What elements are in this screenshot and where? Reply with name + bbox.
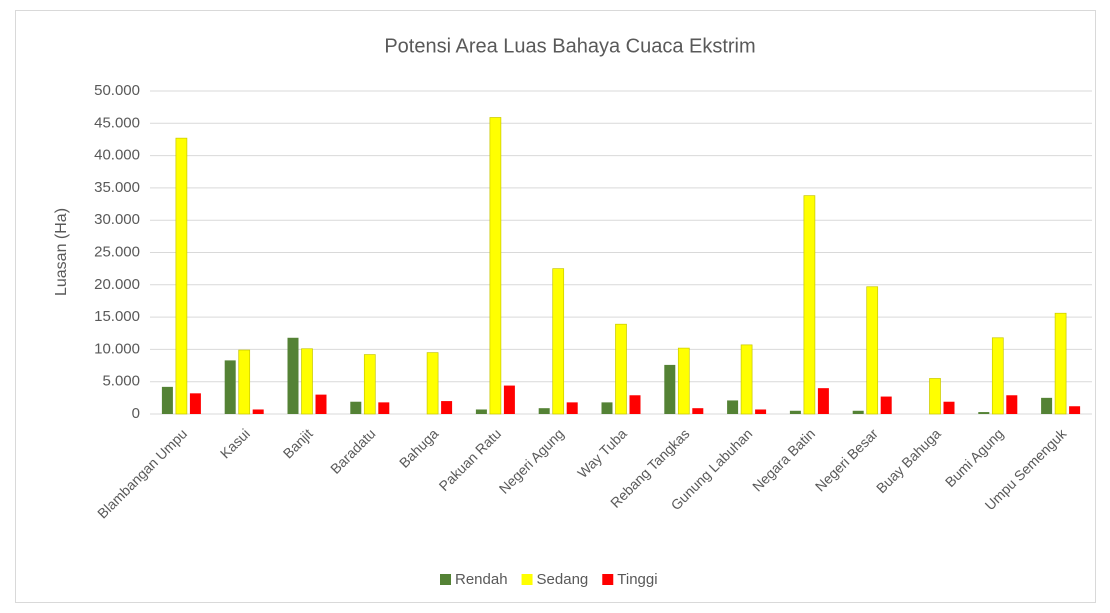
legend-swatch xyxy=(521,574,533,585)
bar xyxy=(601,402,613,414)
bar xyxy=(1054,312,1067,415)
bar xyxy=(1041,397,1053,414)
bar xyxy=(363,354,376,415)
bar xyxy=(866,286,879,415)
y-tick-label: 50.000 xyxy=(94,82,140,99)
y-tick-label: 0 xyxy=(132,405,140,422)
bar xyxy=(441,401,453,414)
bar xyxy=(692,408,704,414)
bar xyxy=(378,402,390,414)
bar xyxy=(664,364,676,414)
bar xyxy=(566,402,578,414)
bar xyxy=(929,378,941,415)
bar xyxy=(880,396,892,414)
legend-label: Rendah xyxy=(455,571,508,588)
legend-label: Sedang xyxy=(537,571,589,588)
bar xyxy=(615,323,627,415)
bar xyxy=(1006,395,1018,414)
bar xyxy=(852,410,864,414)
y-tick-label: 15.000 xyxy=(94,308,140,325)
bar xyxy=(287,337,299,414)
bar xyxy=(503,385,515,414)
y-axis-label: Luasan (Ha) xyxy=(53,208,70,296)
y-tick-label: 35.000 xyxy=(94,179,140,196)
bar xyxy=(677,347,690,415)
bar xyxy=(538,408,550,414)
bar xyxy=(755,409,767,414)
legend-swatch xyxy=(440,574,451,585)
bar xyxy=(189,393,201,414)
bar xyxy=(350,401,362,414)
bar xyxy=(475,409,487,414)
bar xyxy=(629,395,641,414)
bar xyxy=(943,401,955,414)
bar xyxy=(315,394,327,414)
bar xyxy=(740,344,753,415)
y-tick-label: 40.000 xyxy=(94,147,140,164)
bar xyxy=(789,410,801,414)
bar xyxy=(727,400,739,414)
bar xyxy=(161,386,173,414)
bar xyxy=(1069,406,1081,414)
legend-swatch xyxy=(602,574,614,585)
bar xyxy=(175,137,188,415)
y-tick-label: 45.000 xyxy=(94,114,140,131)
legend-label: Tinggi xyxy=(617,571,657,588)
bar xyxy=(301,348,313,415)
y-tick-label: 10.000 xyxy=(94,340,140,357)
bar xyxy=(991,337,1004,415)
y-tick-label: 5.000 xyxy=(102,373,140,390)
bar xyxy=(489,117,502,415)
bar xyxy=(224,360,236,414)
chart-title: Potensi Area Luas Bahaya Cuaca Ekstrim xyxy=(384,35,755,57)
bar xyxy=(252,409,264,414)
bar xyxy=(978,412,990,414)
y-tick-label: 20.000 xyxy=(94,276,140,293)
bar xyxy=(426,352,439,415)
bar xyxy=(552,268,565,415)
bar xyxy=(238,349,251,415)
y-tick-label: 25.000 xyxy=(94,243,140,260)
bar xyxy=(817,388,829,414)
bar xyxy=(803,195,816,415)
y-tick-label: 30.000 xyxy=(94,211,140,228)
